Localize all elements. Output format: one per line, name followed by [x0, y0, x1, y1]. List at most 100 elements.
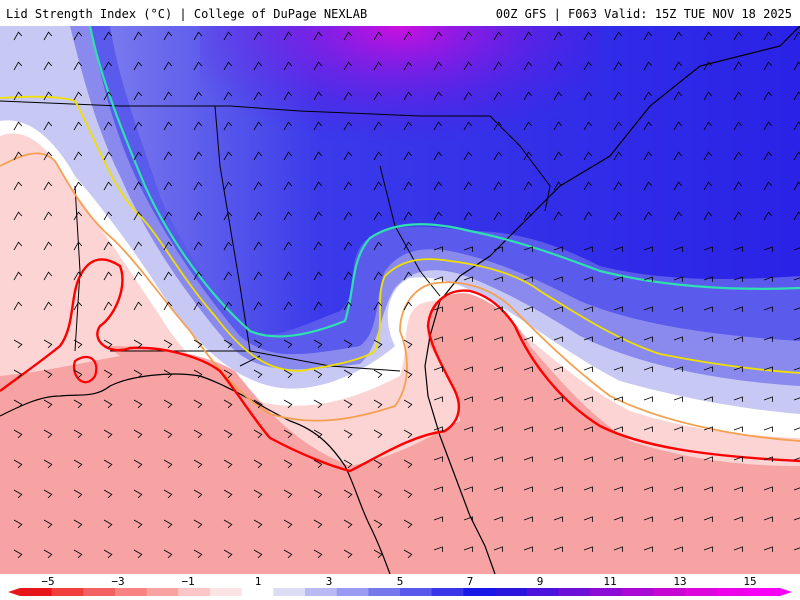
wind-barb: [793, 367, 800, 371]
wind-barb: [43, 459, 53, 469]
wind-barb: [73, 519, 83, 529]
wind-barb: [343, 489, 353, 499]
wind-barb: [283, 399, 293, 409]
wind-barb: [523, 246, 533, 252]
wind-barb: [793, 427, 800, 431]
wind-barb: [583, 486, 593, 492]
wind-barb: [343, 121, 353, 131]
wind-barb: [313, 151, 323, 161]
wind-barb: [283, 91, 293, 101]
wind-barb: [763, 306, 773, 312]
wind-barb: [793, 517, 800, 521]
wind-barb: [343, 369, 353, 379]
wind-barb: [133, 339, 143, 349]
wind-barb: [583, 516, 593, 522]
wind-barb: [553, 516, 563, 522]
wind-barb: [553, 456, 563, 462]
wind-barb: [73, 61, 83, 71]
wind-barb: [613, 426, 623, 432]
wind-barb: [673, 211, 683, 221]
wind-barb: [583, 91, 593, 101]
wind-barb: [343, 31, 353, 41]
wind-barb: [103, 459, 113, 469]
wind-barb: [553, 246, 563, 252]
wind-barb: [133, 151, 143, 161]
wind-barb: [643, 246, 653, 252]
colorbar-bin: [463, 588, 496, 596]
wind-barb: [613, 456, 623, 462]
field-very-strong-lid: [200, 26, 600, 226]
wind-barb: [133, 459, 143, 469]
wind-barb: [613, 276, 623, 282]
wind-barb: [73, 429, 83, 439]
wind-barb: [403, 121, 413, 131]
wind-barb: [253, 339, 263, 349]
wind-barb: [373, 339, 383, 349]
wind-barb: [463, 426, 473, 432]
wind-barb: [193, 151, 203, 161]
wind-barb: [643, 486, 653, 492]
wind-barb: [73, 91, 83, 101]
wind-barb: [13, 181, 23, 191]
wind-barb: [493, 516, 503, 522]
wind-barb: [343, 241, 353, 251]
wind-barb: [43, 271, 53, 281]
wind-barb: [433, 276, 443, 282]
wind-barb: [763, 211, 773, 221]
wind-barb: [13, 31, 23, 41]
wind-barb: [433, 181, 443, 191]
wind-barb: [553, 276, 563, 282]
wind-barb: [553, 486, 563, 492]
wind-barb: [733, 426, 743, 432]
wind-barb: [403, 489, 413, 499]
wind-barb: [13, 151, 23, 161]
colorbar-label: 3: [325, 575, 333, 588]
wind-barb: [673, 276, 683, 282]
wind-barb: [583, 276, 593, 282]
wind-barb: [793, 547, 800, 551]
wind-barb: [613, 151, 623, 161]
wind-barb: [103, 519, 113, 529]
wind-barb: [343, 151, 353, 161]
wind-barb: [613, 31, 623, 41]
wind-barb: [343, 271, 353, 281]
wind-barb: [133, 301, 143, 311]
wind-barb: [493, 276, 503, 282]
wind-barb: [703, 366, 713, 372]
map-title: Lid Strength Index (°C) | College of DuP…: [6, 7, 368, 21]
wind-barb: [613, 91, 623, 101]
wind-barb: [583, 426, 593, 432]
wind-barb: [193, 301, 203, 311]
wind-barb: [793, 247, 800, 251]
wind-barb: [373, 91, 383, 101]
wind-barb: [133, 489, 143, 499]
wind-barb: [493, 456, 503, 462]
wind-barb: [343, 429, 353, 439]
wind-barb: [193, 121, 203, 131]
wind-barb: [403, 151, 413, 161]
wind-barb: [253, 121, 263, 131]
colorbar-bin: [526, 588, 559, 596]
wind-barb: [763, 181, 773, 191]
wind-barb: [283, 211, 293, 221]
wind-barb: [373, 459, 383, 469]
wind-barb: [643, 31, 653, 41]
wind-barb: [253, 241, 263, 251]
wind-barb: [223, 151, 233, 161]
wind-barb: [643, 151, 653, 161]
wind-barb: [343, 339, 353, 349]
wind-barb: [583, 456, 593, 462]
wind-barb: [313, 459, 323, 469]
wind-barb: [643, 456, 653, 462]
wind-barb: [643, 211, 653, 221]
wind-barb: [583, 181, 593, 191]
wind-barb: [673, 456, 683, 462]
wind-barb: [373, 181, 383, 191]
wind-barb: [373, 489, 383, 499]
wind-barb: [103, 151, 113, 161]
wind-barb: [133, 429, 143, 439]
field-no-lid: [0, 293, 800, 574]
wind-barb: [313, 489, 323, 499]
wind-barb: [703, 151, 713, 161]
wind-barb: [433, 211, 443, 221]
